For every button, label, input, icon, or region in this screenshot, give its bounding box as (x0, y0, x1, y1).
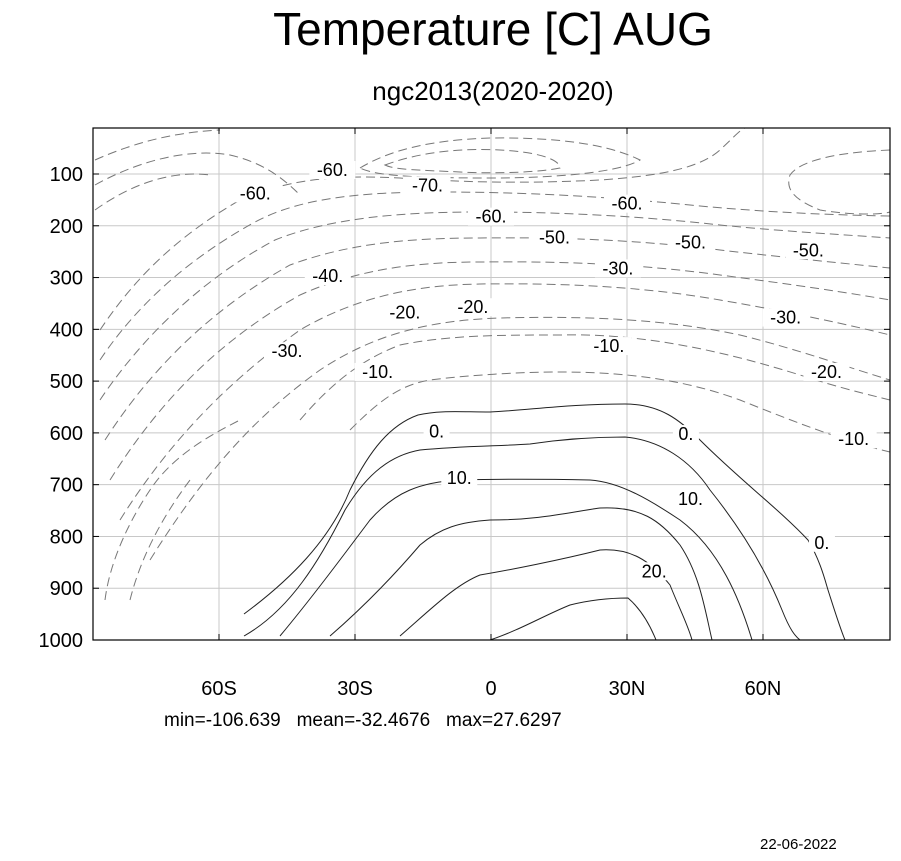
contour-label-bg (441, 469, 478, 488)
contour-label-bg (636, 562, 673, 581)
contour-label-bg (232, 184, 279, 203)
contour-label: -10. (362, 362, 393, 382)
x-axis: 60S 30S 0 30N 60N (201, 128, 781, 700)
y-tick-label: 200 (50, 216, 83, 238)
contour-label-bg (449, 298, 496, 317)
contour-label: -50. (539, 227, 570, 247)
contour-label-bg (785, 241, 832, 260)
contour-label-bg (381, 303, 428, 322)
positive-contour-line (279, 478, 753, 641)
contour-label: 0. (814, 533, 829, 553)
negative-contour-line (109, 261, 891, 481)
contour-label-bg (808, 533, 835, 552)
negative-contour-line (104, 237, 891, 441)
contour-label: -60. (475, 207, 506, 227)
contour-label: 20. (642, 561, 667, 581)
grid-lines (93, 128, 890, 641)
stat-max: max=27.6297 (446, 710, 562, 731)
contour-label-bg (404, 176, 451, 195)
y-tick-label: 100 (50, 164, 83, 186)
contour-label: -30. (271, 341, 302, 361)
contour-label: -10. (838, 429, 869, 449)
y-tick-label: 300 (50, 268, 83, 290)
y-tick-label: 900 (50, 578, 83, 600)
negative-contour-line (94, 129, 221, 161)
negative-contour-line (129, 479, 191, 601)
y-tick-label: 800 (50, 526, 83, 548)
contour-label-bg (672, 425, 699, 444)
negative-contour-line (94, 173, 211, 211)
negative-contour-line (94, 152, 301, 196)
chart-title: Temperature [C] AUG (273, 3, 713, 55)
contour-label: -60. (317, 160, 348, 180)
contour-label: 10. (447, 468, 472, 488)
stat-mean: mean=-32.4676 (296, 710, 431, 731)
negative-contour-line (349, 371, 891, 453)
negative-contour-line (299, 334, 891, 421)
y-axis: 100 200 300 400 500 600 700 800 900 1000 (39, 164, 890, 652)
x-tick-label: 30S (337, 678, 373, 700)
contour-label: 10. (678, 489, 703, 509)
positive-contour-line (243, 436, 801, 641)
x-tick-label: 0 (485, 678, 496, 700)
contour-label: -30. (770, 308, 801, 328)
contour-label-bg (667, 233, 714, 252)
negative-contour-line (358, 137, 642, 179)
contour-label: -50. (675, 232, 706, 252)
contour-label: -10. (593, 336, 624, 356)
contour-label-bg (762, 308, 809, 327)
contour-label-bg (468, 207, 514, 226)
contour-label-bg (309, 161, 356, 179)
contour-label-bg (264, 342, 310, 361)
contour-label: 0. (429, 421, 444, 441)
negative-contour-line (104, 419, 241, 601)
positive-contour-line (489, 597, 657, 641)
contour-label-bg (304, 267, 351, 286)
contour-label: -20. (811, 362, 842, 382)
contour-label: -20. (389, 302, 420, 322)
contour-label-bg (585, 337, 632, 356)
y-tick-label: 500 (50, 371, 83, 393)
contour-label-bg (423, 422, 450, 441)
contour-label: 0. (678, 424, 693, 444)
negative-contour-line (788, 149, 891, 215)
contour-label-bg (803, 362, 850, 381)
y-tick-label: 400 (50, 319, 83, 341)
y-tick-label: 600 (50, 423, 83, 445)
contour-label-bg (830, 430, 877, 449)
chart-subtitle: ngc2013(2020-2020) (372, 76, 614, 106)
y-tick-label: 1000 (39, 630, 84, 652)
x-tick-label: 60S (201, 678, 237, 700)
positive-contour-line (243, 403, 846, 641)
y-tick-label: 700 (50, 475, 83, 497)
negative-contours (94, 127, 891, 601)
contour-label: -30. (602, 258, 633, 278)
contour-label: -60. (611, 194, 642, 214)
contour-label: -50. (793, 240, 824, 260)
date-stamp: 22-06-2022 (760, 836, 837, 853)
contour-label-bg (672, 489, 709, 508)
contour-label: -60. (240, 183, 271, 203)
stats-line: min=-106.639 mean=-32.4676 max=27.6297 (164, 710, 562, 732)
stat-min: min=-106.639 (164, 710, 281, 731)
negative-contour-line (383, 149, 561, 174)
contour-label: -20. (457, 297, 488, 317)
contour-label-bg (594, 259, 641, 278)
negative-contour-line (99, 127, 746, 331)
contour-label: -70. (412, 176, 443, 196)
contour-label-bg (531, 228, 578, 247)
negative-contour-line (149, 316, 891, 561)
positive-contour-line (329, 507, 713, 641)
contour-labels: 0. 0. 0. 10. 10. 20. -10. -10. -10. -20. -20. -20. -… (232, 160, 877, 581)
contour-label: -40. (312, 266, 343, 286)
contour-label-bg (604, 194, 650, 213)
x-tick-label: 60N (745, 678, 782, 700)
contour-label-bg (354, 362, 401, 381)
positive-contours (243, 403, 846, 641)
positive-contour-line (399, 549, 693, 641)
x-tick-label: 30N (609, 678, 646, 700)
